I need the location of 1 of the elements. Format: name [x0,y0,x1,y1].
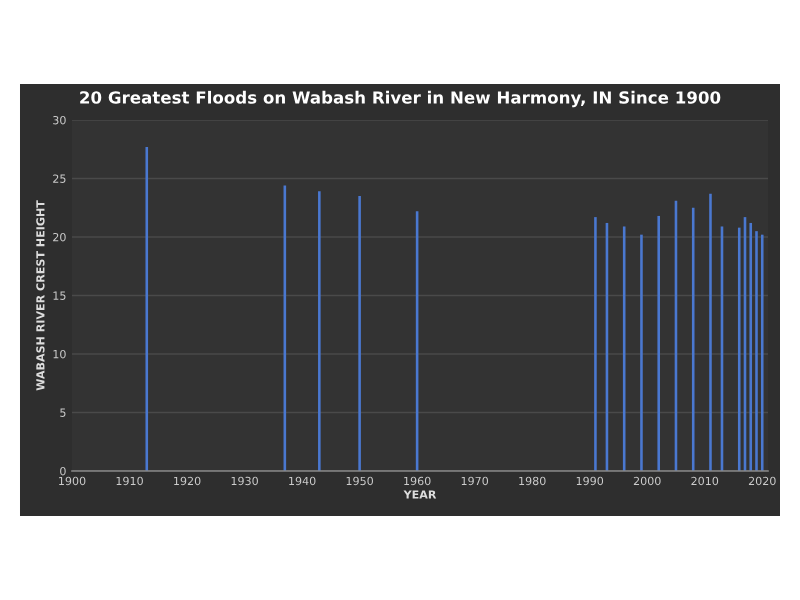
chart-title: 20 Greatest Floods on Wabash River in New Harmony, IN Since 1900 [80,90,721,108]
